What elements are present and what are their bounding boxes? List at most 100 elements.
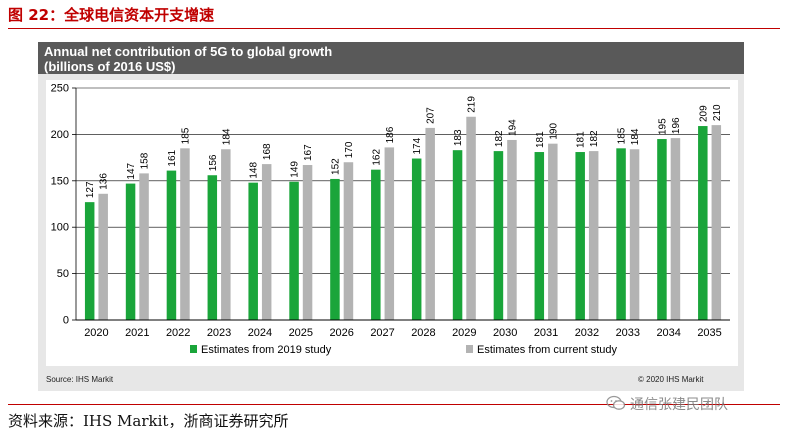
data-label-2019: 182: [494, 130, 505, 147]
data-label-current: 168: [262, 143, 273, 160]
bar-current-study: [180, 148, 190, 320]
x-tick-label: 2024: [248, 327, 272, 339]
bar-2019-study: [452, 150, 463, 320]
legend-swatch-2019: [190, 345, 197, 353]
bar-current-study: [711, 125, 722, 320]
data-label-current: 182: [589, 130, 600, 147]
data-label-current: 158: [140, 152, 151, 169]
data-label-2019: 174: [412, 137, 423, 154]
x-tick-label: 2034: [656, 327, 680, 339]
bar-2019-study: [534, 152, 545, 320]
bar-2019-study: [166, 170, 177, 320]
x-tick-label: 2032: [575, 327, 599, 339]
x-tick-label: 2022: [166, 327, 190, 339]
x-tick-label: 2029: [452, 327, 476, 339]
x-tick-label: 2030: [493, 327, 517, 339]
y-tick-label: 100: [51, 222, 69, 234]
bar-2019-study: [84, 202, 95, 320]
x-tick-label: 2035: [697, 327, 721, 339]
x-tick-label: 2028: [411, 327, 435, 339]
footer-divider: [8, 404, 780, 405]
chart-header: Annual net contribution of 5G to global …: [38, 42, 744, 74]
x-tick-label: 2023: [207, 327, 231, 339]
data-label-current: 207: [426, 107, 437, 124]
data-label-2019: 181: [535, 131, 546, 148]
x-tick-label: 2033: [616, 327, 640, 339]
figure-source: 资料来源：IHS Markit，浙商证券研究所: [8, 412, 289, 430]
bar-2019-study: [248, 182, 258, 320]
data-label-2019: 127: [85, 181, 96, 198]
watermark: 通信张建民团队: [606, 394, 728, 415]
title-divider: [8, 28, 780, 29]
data-label-current: 190: [548, 123, 559, 140]
data-label-current: 219: [467, 96, 478, 113]
legend-label-2019: Estimates from 2019 study: [201, 344, 332, 356]
data-label-current: 184: [630, 128, 641, 145]
bar-current-study: [139, 173, 149, 320]
data-label-2019: 185: [617, 127, 628, 144]
y-tick-label: 50: [57, 268, 69, 280]
legend-label-current: Estimates from current study: [477, 344, 617, 356]
bar-current-study: [302, 165, 313, 320]
data-label-current: 185: [180, 127, 191, 144]
data-label-current: 186: [385, 126, 396, 143]
data-label-current: 167: [303, 144, 314, 161]
bar-2019-study: [616, 148, 626, 320]
figure-title: 图 22：全球电信资本开支增速: [8, 6, 215, 24]
y-tick-label: 150: [51, 175, 69, 187]
bar-current-study: [425, 127, 435, 321]
bar-2019-study: [698, 126, 708, 320]
x-tick-label: 2027: [370, 327, 394, 339]
chart-title-line1: Annual net contribution of 5G to global …: [44, 44, 333, 59]
bar-2019-study: [207, 175, 218, 320]
y-tick-label: 0: [63, 315, 69, 327]
y-tick-label: 250: [51, 83, 69, 95]
bar-current-study: [221, 149, 231, 320]
x-tick-label: 2020: [84, 327, 108, 339]
x-tick-label: 2025: [289, 327, 313, 339]
data-label-current: 184: [221, 128, 232, 145]
x-tick-label: 2026: [329, 327, 353, 339]
chart-panel: Annual net contribution of 5G to global …: [38, 42, 744, 391]
data-label-2019: 181: [576, 131, 587, 148]
data-label-current: 210: [712, 104, 723, 121]
bar-2019-study: [575, 152, 585, 320]
data-label-2019: 161: [167, 149, 178, 166]
data-label-current: 194: [507, 119, 518, 136]
data-label-2019: 209: [698, 105, 709, 122]
bar-2019-study: [493, 151, 504, 320]
bar-current-study: [98, 193, 108, 320]
bar-current-study: [343, 162, 354, 320]
data-label-2019: 149: [290, 161, 301, 178]
bar-current-study: [466, 116, 476, 320]
bar-current-study: [261, 164, 272, 320]
bar-2019-study: [330, 178, 340, 320]
x-tick-label: 2031: [534, 327, 558, 339]
y-tick-label: 200: [51, 129, 69, 141]
bar-2019-study: [657, 139, 667, 320]
watermark-text: 通信张建民团队: [630, 397, 728, 413]
plot-area: 0 50 100 150 200 250 2020 127 136 2021 147 158 2022 1…: [46, 80, 738, 366]
data-label-2019: 156: [208, 154, 219, 171]
data-label-2019: 162: [371, 149, 382, 166]
bar-current-study: [507, 139, 517, 320]
data-label-2019: 183: [453, 129, 464, 146]
data-label-2019: 148: [249, 162, 260, 179]
bar-current-study: [629, 149, 640, 320]
bar-2019-study: [371, 169, 381, 320]
wechat-icon: [606, 395, 626, 415]
legend-swatch-current: [466, 345, 473, 353]
chart-copyright: © 2020 IHS Markit: [638, 375, 704, 384]
bar-current-study: [588, 151, 599, 320]
bar-2019-study: [289, 181, 299, 320]
data-label-2019: 152: [330, 158, 341, 175]
data-label-current: 136: [99, 173, 110, 190]
x-tick-label: 2021: [125, 327, 149, 339]
data-label-current: 196: [671, 117, 682, 134]
bar-current-study: [384, 147, 395, 320]
bar-current-study: [548, 143, 558, 320]
data-label-2019: 195: [657, 118, 668, 135]
bar-current-study: [670, 138, 681, 320]
chart-title-line2: (billions of 2016 US$): [44, 59, 176, 74]
